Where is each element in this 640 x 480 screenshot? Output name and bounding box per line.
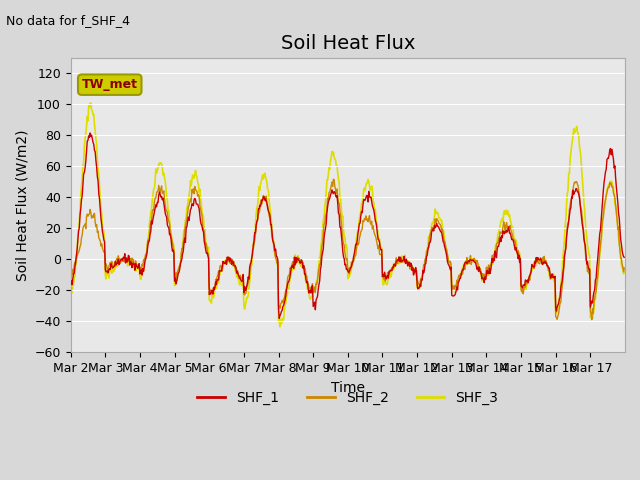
Text: TW_met: TW_met xyxy=(82,78,138,91)
Legend: SHF_1, SHF_2, SHF_3: SHF_1, SHF_2, SHF_3 xyxy=(192,385,504,410)
Text: No data for f_SHF_4: No data for f_SHF_4 xyxy=(6,14,131,27)
X-axis label: Time: Time xyxy=(331,381,365,395)
Title: Soil Heat Flux: Soil Heat Flux xyxy=(280,34,415,53)
Y-axis label: Soil Heat Flux (W/m2): Soil Heat Flux (W/m2) xyxy=(15,129,29,281)
